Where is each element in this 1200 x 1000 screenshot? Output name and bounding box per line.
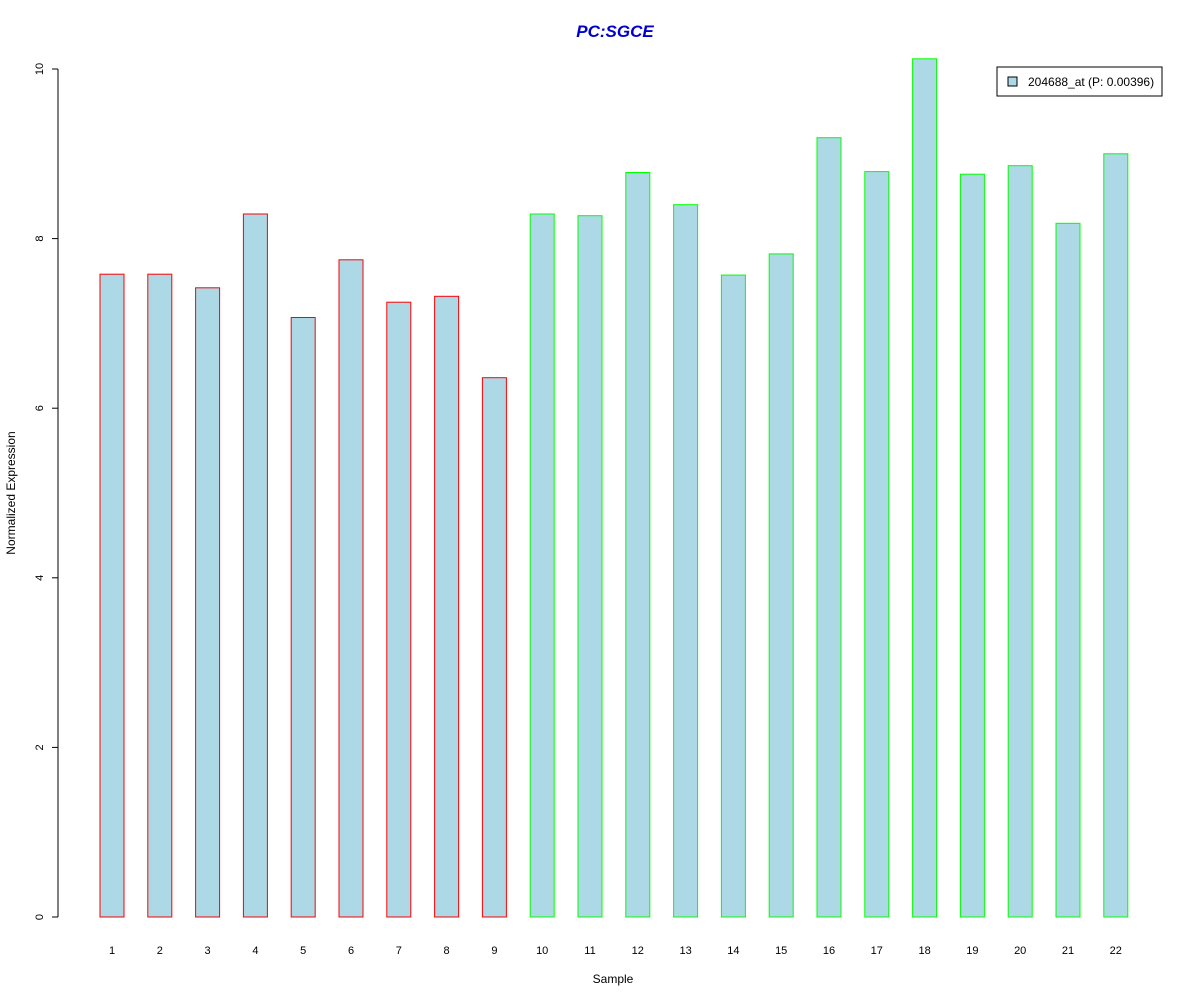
bar-sample-4 bbox=[242, 213, 268, 918]
x-axis-label: Sample bbox=[593, 972, 634, 986]
x-tick-label: 21 bbox=[1062, 945, 1074, 957]
bar-sample-5 bbox=[290, 317, 316, 918]
y-tick-label: 8 bbox=[34, 236, 46, 242]
legend: 204688_at (P: 0.00396) bbox=[996, 66, 1163, 97]
bar-sample-15 bbox=[768, 253, 794, 918]
bar-sample-11 bbox=[577, 215, 603, 918]
bar-sample-9 bbox=[481, 377, 507, 918]
y-tick-label: 4 bbox=[34, 575, 46, 581]
x-tick-label: 17 bbox=[871, 945, 883, 957]
bar-sample-22 bbox=[1103, 153, 1129, 918]
y-axis: 0 2 4 6 8 10 bbox=[34, 63, 59, 920]
x-tick-label: 12 bbox=[632, 945, 644, 957]
bar-sample-18 bbox=[912, 58, 938, 918]
bar-sample-12 bbox=[625, 172, 651, 918]
x-axis-ticks: 1 2 3 4 5 6 7 8 9 10 11 12 13 14 15 16 17 18 19 20 21 22 bbox=[109, 945, 1122, 957]
x-tick-label: 11 bbox=[584, 945, 595, 957]
x-tick-label: 20 bbox=[1014, 945, 1026, 957]
x-tick-label: 13 bbox=[679, 945, 691, 957]
y-tick-label: 10 bbox=[34, 63, 46, 75]
bar-sample-13 bbox=[673, 204, 699, 918]
bar-sample-3 bbox=[195, 287, 221, 918]
x-tick-label: 3 bbox=[205, 945, 211, 957]
x-tick-label: 22 bbox=[1110, 945, 1122, 957]
y-tick-label: 2 bbox=[34, 744, 46, 750]
x-tick-label: 5 bbox=[300, 945, 306, 957]
bars bbox=[99, 58, 1129, 918]
bar-sample-6 bbox=[338, 259, 364, 918]
legend-box bbox=[996, 66, 1163, 97]
x-tick-label: 6 bbox=[348, 945, 354, 957]
legend-swatch bbox=[1007, 76, 1018, 87]
bar-sample-21 bbox=[1055, 222, 1081, 918]
bar-sample-7 bbox=[386, 301, 412, 918]
x-tick-label: 1 bbox=[109, 945, 115, 957]
bar-sample-16 bbox=[816, 137, 842, 918]
bar-sample-19 bbox=[959, 173, 985, 918]
x-tick-label: 15 bbox=[775, 945, 787, 957]
legend-entry: 204688_at (P: 0.00396) bbox=[1028, 75, 1154, 89]
x-tick-label: 18 bbox=[918, 945, 930, 957]
x-tick-label: 9 bbox=[491, 945, 497, 957]
bar-sample-2 bbox=[147, 273, 173, 918]
y-tick-label: 6 bbox=[34, 405, 46, 411]
x-tick-label: 10 bbox=[536, 945, 548, 957]
bar-sample-20 bbox=[1007, 165, 1033, 918]
x-tick-label: 16 bbox=[823, 945, 835, 957]
x-tick-label: 2 bbox=[157, 945, 163, 957]
bar-sample-10 bbox=[529, 213, 555, 918]
bar-sample-17 bbox=[864, 171, 890, 918]
y-axis-label: Normalized Expression bbox=[4, 431, 18, 554]
chart-title: PC:SGCE bbox=[576, 22, 654, 41]
x-tick-label: 14 bbox=[727, 945, 739, 957]
y-tick-label: 0 bbox=[34, 914, 46, 920]
bar-sample-14 bbox=[720, 274, 746, 918]
x-tick-label: 7 bbox=[396, 945, 402, 957]
bar-sample-1 bbox=[99, 273, 125, 918]
x-tick-label: 8 bbox=[444, 945, 450, 957]
x-tick-label: 4 bbox=[252, 945, 258, 957]
bar-sample-8 bbox=[434, 295, 460, 918]
x-tick-label: 19 bbox=[966, 945, 978, 957]
